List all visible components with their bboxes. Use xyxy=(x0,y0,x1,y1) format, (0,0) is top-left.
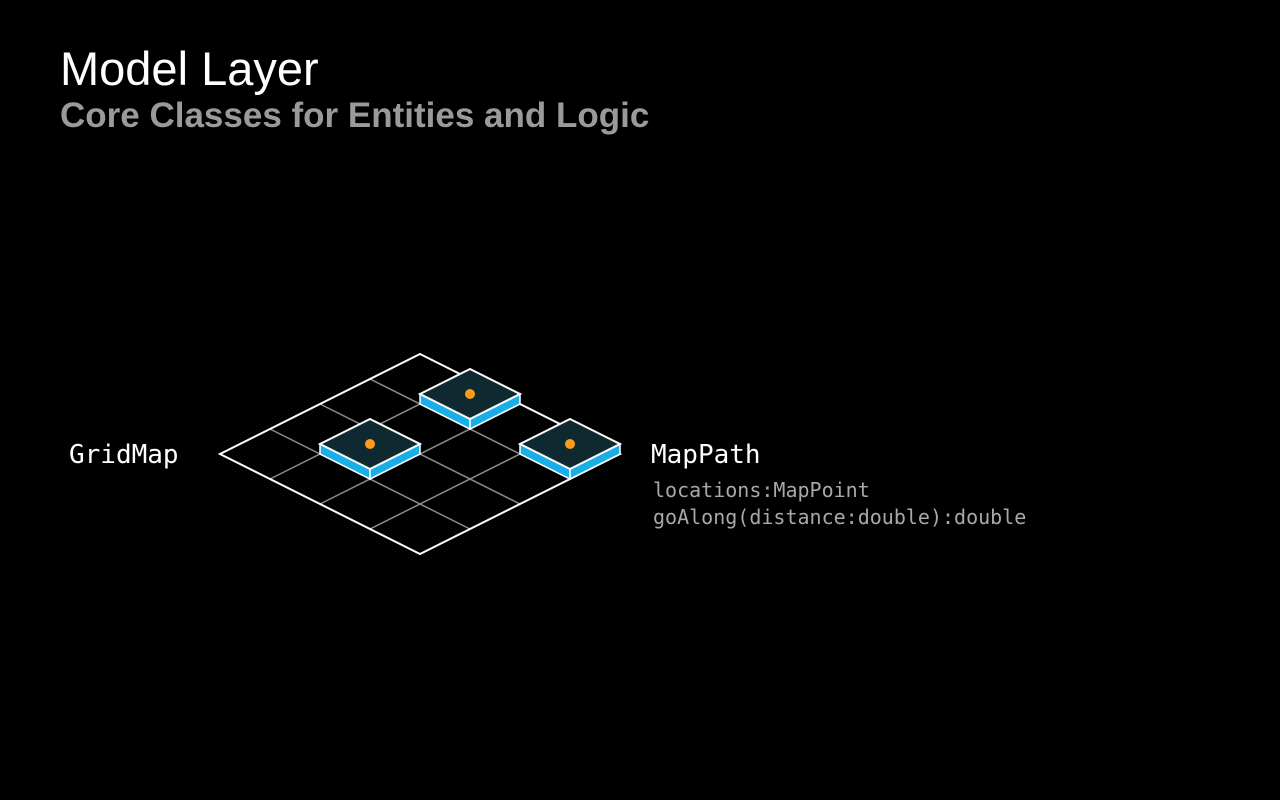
path-point-marker xyxy=(465,389,475,399)
path-point-marker xyxy=(565,439,575,449)
path-point-marker xyxy=(365,439,375,449)
mappath-label: MapPath xyxy=(651,440,761,470)
grid-border xyxy=(217,352,623,556)
path-tile xyxy=(417,367,523,431)
slide-subtitle: Core Classes for Entities and Logic xyxy=(60,96,650,135)
path-tile xyxy=(517,417,623,481)
slide-title: Model Layer xyxy=(60,42,319,95)
path-tiles xyxy=(317,367,623,481)
path-tile xyxy=(317,417,423,481)
mappath-member-goalong: goAlong(distance:double):double xyxy=(653,505,1026,529)
mappath-member-locations: locations:MapPoint xyxy=(653,478,870,502)
gridmap-label: GridMap xyxy=(69,440,179,470)
